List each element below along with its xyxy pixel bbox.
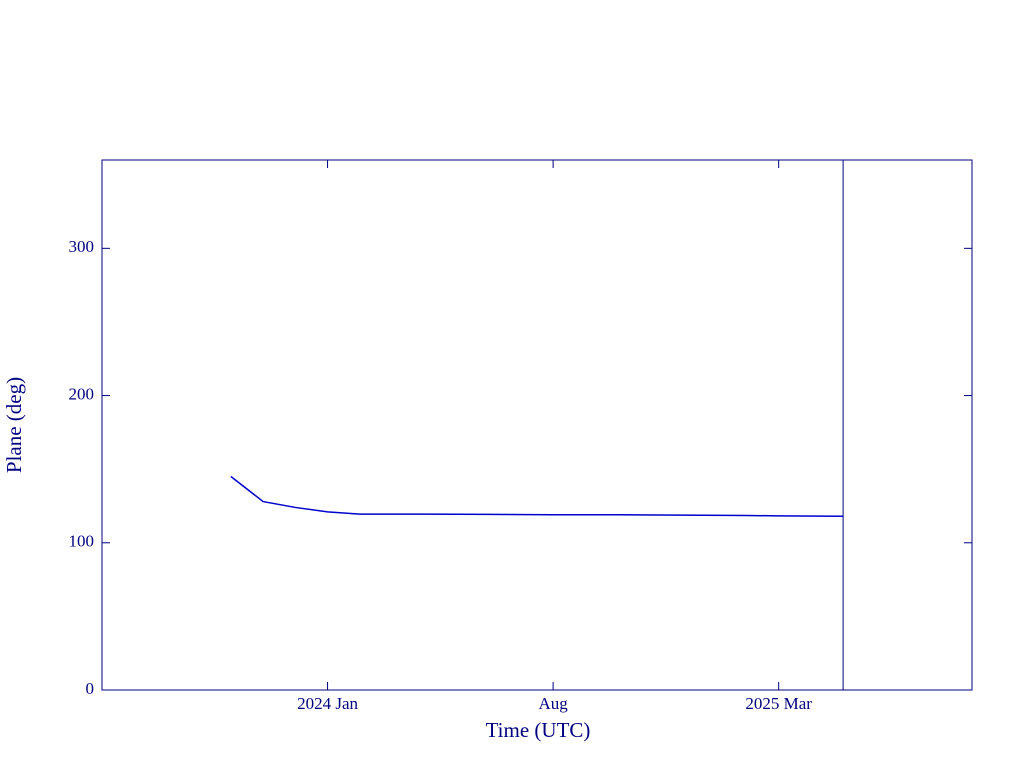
y-tick-label: 300: [69, 237, 95, 256]
x-tick-label: 2024 Jan: [297, 694, 358, 713]
x-axis-label: Time (UTC): [486, 718, 591, 742]
data-line: [230, 475, 844, 518]
y-axis-label: Plane (deg): [2, 377, 26, 473]
plot-frame: [101, 159, 973, 691]
y-tick-label: 100: [69, 532, 95, 551]
x-tick-label: Aug: [538, 694, 568, 713]
y-tick-label: 200: [69, 384, 95, 403]
y-tick-label: 0: [86, 679, 95, 698]
x-tick-label: 2025 Mar: [745, 694, 812, 713]
